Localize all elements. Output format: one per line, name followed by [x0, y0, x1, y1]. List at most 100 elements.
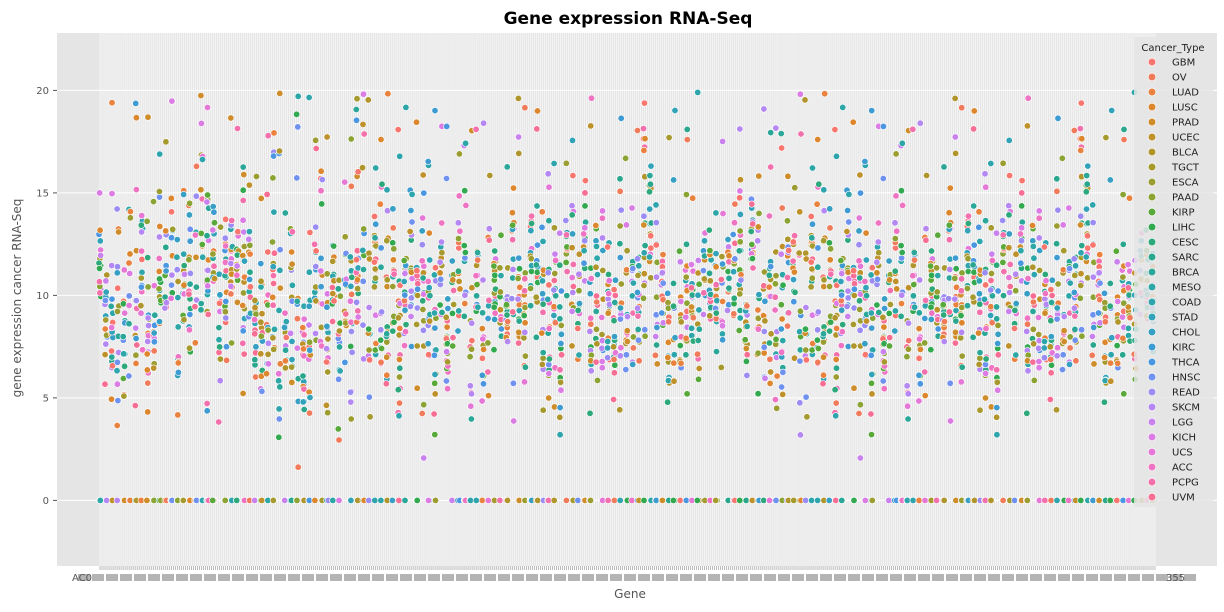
data-point: [683, 125, 691, 133]
data-point: [347, 182, 355, 190]
data-point: [731, 255, 739, 263]
data-point: [970, 202, 978, 210]
data-point: [802, 249, 810, 257]
data-point: [779, 368, 787, 376]
data-point: [790, 354, 798, 362]
legend-marker: [1147, 282, 1157, 292]
data-point: [557, 339, 565, 347]
data-point: [695, 364, 703, 372]
data-point: [121, 309, 129, 317]
data-point: [502, 301, 510, 309]
data-point: [150, 347, 158, 355]
data-point: [454, 219, 462, 227]
data-point: [239, 339, 247, 347]
data-point: [820, 237, 828, 245]
data-point: [767, 263, 775, 271]
data-point: [509, 308, 517, 316]
data-point: [575, 351, 583, 359]
data-point: [317, 254, 325, 262]
data-point: [169, 225, 177, 233]
data-point: [898, 291, 906, 299]
data-point: [240, 243, 248, 251]
data-point: [785, 246, 793, 254]
data-point: [712, 263, 720, 271]
data-point: [418, 227, 426, 235]
data-point: [312, 262, 320, 270]
data-point: [383, 186, 391, 194]
data-point: [144, 254, 152, 262]
data-point: [639, 125, 647, 133]
x-axis-label: Gene: [614, 587, 646, 601]
data-point: [796, 90, 804, 98]
data-point: [1005, 136, 1013, 144]
x-tick-label-overlap: [610, 574, 622, 581]
data-point: [1024, 320, 1032, 328]
data-point: [281, 309, 289, 317]
data-point: [688, 303, 696, 311]
data-point: [1076, 125, 1084, 133]
data-point: [240, 289, 248, 297]
data-point: [923, 172, 931, 180]
data-point: [539, 290, 547, 298]
data-point: [658, 269, 666, 277]
data-point: [528, 212, 536, 220]
data-point: [508, 295, 516, 303]
data-point: [598, 214, 606, 222]
data-point: [1005, 211, 1013, 219]
data-point: [215, 418, 223, 426]
data-point: [634, 336, 642, 344]
data-point: [1059, 266, 1067, 274]
data-point: [736, 496, 744, 504]
data-point: [862, 256, 870, 264]
legend-label: TGCT: [1171, 163, 1200, 174]
data-point: [545, 183, 553, 191]
data-point: [497, 231, 505, 239]
data-point: [640, 281, 648, 289]
data-point: [592, 325, 600, 333]
x-tick-label-overlap: [1072, 574, 1084, 581]
data-point: [346, 253, 354, 261]
data-point: [503, 311, 511, 319]
data-point: [844, 294, 852, 302]
data-point: [264, 360, 272, 368]
data-point: [389, 239, 397, 247]
data-point: [687, 284, 695, 292]
data-point: [581, 237, 589, 245]
data-point: [652, 241, 660, 249]
data-point: [785, 309, 793, 317]
data-point: [599, 247, 607, 255]
data-point: [1023, 496, 1031, 504]
data-point: [174, 368, 182, 376]
data-point: [754, 349, 762, 357]
x-tick-label-overlap: [176, 574, 188, 581]
data-point: [645, 253, 653, 261]
data-point: [102, 316, 110, 324]
data-point: [1089, 273, 1097, 281]
data-point: [982, 355, 990, 363]
data-point: [557, 378, 565, 386]
data-point: [927, 315, 935, 323]
legend-marker: [1147, 402, 1157, 412]
data-point: [192, 283, 200, 291]
data-point: [1054, 206, 1062, 214]
data-point: [330, 242, 338, 250]
data-point: [360, 130, 368, 138]
data-point: [401, 306, 409, 314]
data-point: [801, 325, 809, 333]
data-point: [581, 189, 589, 197]
data-point: [653, 360, 661, 368]
data-point: [1012, 270, 1020, 278]
data-point: [227, 259, 235, 267]
data-point: [472, 496, 480, 504]
data-point: [443, 323, 451, 331]
data-point: [466, 382, 474, 390]
y-tick-label: 0: [43, 496, 49, 507]
data-point: [1078, 326, 1086, 334]
data-point: [1053, 352, 1061, 360]
data-point: [687, 261, 695, 269]
x-tick-label-overlap: [414, 574, 426, 581]
x-tick-label-overlap: [708, 574, 720, 581]
data-point: [479, 276, 487, 284]
data-point: [425, 229, 433, 237]
data-point: [239, 327, 247, 335]
